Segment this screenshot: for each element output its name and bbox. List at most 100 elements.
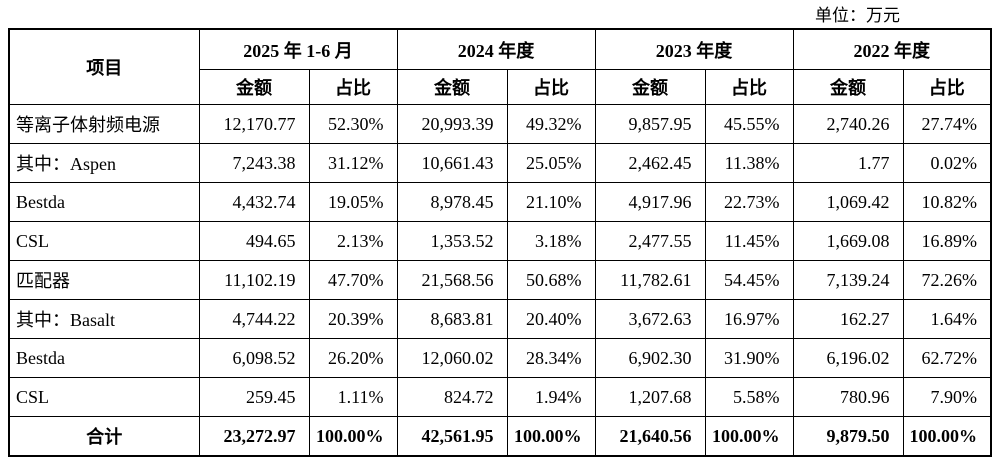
header-amount: 金额 <box>198 69 310 105</box>
cell-amount: 11,782.61 <box>594 260 706 300</box>
cell-ratio: 22.73% <box>704 182 794 222</box>
cell-amount: 12,060.02 <box>396 338 508 378</box>
cell-amount: 162.27 <box>792 299 904 339</box>
cell-ratio: 11.45% <box>704 221 794 261</box>
cell-ratio: 16.89% <box>902 221 992 261</box>
header-ratio: 占比 <box>308 69 398 105</box>
row-label: 等离子体射频电源 <box>8 104 200 144</box>
cell-ratio: 11.38% <box>704 143 794 183</box>
row-label: Bestda <box>8 338 200 378</box>
header-amount: 金额 <box>792 69 904 105</box>
cell-amount: 42,561.95 <box>396 416 508 457</box>
header-period-2025: 2025 年 1-6 月 <box>198 28 398 70</box>
cell-ratio: 45.55% <box>704 104 794 144</box>
cell-ratio: 100.00% <box>308 416 398 457</box>
row-label: CSL <box>8 221 200 261</box>
cell-amount: 21,568.56 <box>396 260 508 300</box>
row-label: CSL <box>8 377 200 417</box>
cell-amount: 11,102.19 <box>198 260 310 300</box>
cell-ratio: 52.30% <box>308 104 398 144</box>
cell-amount: 4,744.22 <box>198 299 310 339</box>
cell-ratio: 1.11% <box>308 377 398 417</box>
cell-amount: 2,462.45 <box>594 143 706 183</box>
cell-amount: 824.72 <box>396 377 508 417</box>
header-ratio: 占比 <box>704 69 794 105</box>
cell-ratio: 26.20% <box>308 338 398 378</box>
table-row: 匹配器 11,102.19 47.70% 21,568.56 50.68% 11… <box>8 260 992 300</box>
cell-ratio: 54.45% <box>704 260 794 300</box>
cell-ratio: 16.97% <box>704 299 794 339</box>
cell-ratio: 49.32% <box>506 104 596 144</box>
cell-amount: 1,207.68 <box>594 377 706 417</box>
cell-ratio: 31.90% <box>704 338 794 378</box>
cell-amount: 6,196.02 <box>792 338 904 378</box>
row-label: 其中：Aspen <box>8 143 200 183</box>
cell-amount: 9,857.95 <box>594 104 706 144</box>
header-row-sub: 金额 占比 金额 占比 金额 占比 金额 占比 <box>9 69 992 105</box>
table-row: 其中：Aspen 7,243.38 31.12% 10,661.43 25.05… <box>8 143 992 183</box>
cell-amount: 6,902.30 <box>594 338 706 378</box>
table-row: CSL 494.65 2.13% 1,353.52 3.18% 2,477.55… <box>8 221 992 261</box>
total-row: 合计 23,272.97 100.00% 42,561.95 100.00% 2… <box>8 416 992 457</box>
cell-amount: 1,669.08 <box>792 221 904 261</box>
header-row-periods: 项目 2025 年 1-6 月 2024 年度 2023 年度 2022 年度 <box>8 28 992 105</box>
cell-amount: 6,098.52 <box>198 338 310 378</box>
cell-ratio: 20.39% <box>308 299 398 339</box>
cell-amount: 1,069.42 <box>792 182 904 222</box>
header-period-2023: 2023 年度 <box>594 28 794 70</box>
table-row: 其中：Basalt 4,744.22 20.39% 8,683.81 20.40… <box>8 299 992 339</box>
cell-ratio: 31.12% <box>308 143 398 183</box>
cell-amount: 3,672.63 <box>594 299 706 339</box>
header-ratio: 占比 <box>902 69 992 105</box>
cell-ratio: 100.00% <box>506 416 596 457</box>
cell-ratio: 28.34% <box>506 338 596 378</box>
header-ratio: 占比 <box>506 69 596 105</box>
cell-amount: 7,243.38 <box>198 143 310 183</box>
cell-ratio: 62.72% <box>902 338 992 378</box>
header-item: 项目 <box>8 28 200 105</box>
cell-ratio: 21.10% <box>506 182 596 222</box>
cell-amount: 1,353.52 <box>396 221 508 261</box>
cell-ratio: 100.00% <box>704 416 794 457</box>
row-label: 其中：Basalt <box>8 299 200 339</box>
cell-ratio: 3.18% <box>506 221 596 261</box>
cell-amount: 4,917.96 <box>594 182 706 222</box>
cell-amount: 2,740.26 <box>792 104 904 144</box>
cell-amount: 12,170.77 <box>198 104 310 144</box>
revenue-breakdown-table: 项目 2025 年 1-6 月 2024 年度 2023 年度 2022 年度 … <box>8 28 992 457</box>
cell-amount: 21,640.56 <box>594 416 706 457</box>
cell-ratio: 72.26% <box>902 260 992 300</box>
cell-ratio: 1.64% <box>902 299 992 339</box>
cell-amount: 7,139.24 <box>792 260 904 300</box>
row-label: Bestda <box>8 182 200 222</box>
cell-ratio: 5.58% <box>704 377 794 417</box>
cell-amount: 4,432.74 <box>198 182 310 222</box>
cell-ratio: 47.70% <box>308 260 398 300</box>
row-label: 匹配器 <box>8 260 200 300</box>
cell-ratio: 20.40% <box>506 299 596 339</box>
cell-ratio: 10.82% <box>902 182 992 222</box>
header-period-2022: 2022 年度 <box>792 28 992 70</box>
cell-ratio: 19.05% <box>308 182 398 222</box>
table-row: CSL 259.45 1.11% 824.72 1.94% 1,207.68 5… <box>8 377 992 417</box>
table-body: 等离子体射频电源 12,170.77 52.30% 20,993.39 49.3… <box>8 104 992 417</box>
cell-amount: 8,683.81 <box>396 299 508 339</box>
cell-amount: 780.96 <box>792 377 904 417</box>
cell-amount: 8,978.45 <box>396 182 508 222</box>
table-row: Bestda 6,098.52 26.20% 12,060.02 28.34% … <box>8 338 992 378</box>
cell-ratio: 27.74% <box>902 104 992 144</box>
cell-amount: 20,993.39 <box>396 104 508 144</box>
total-label: 合计 <box>8 416 200 457</box>
cell-ratio: 100.00% <box>902 416 992 457</box>
cell-ratio: 50.68% <box>506 260 596 300</box>
cell-ratio: 25.05% <box>506 143 596 183</box>
header-amount: 金额 <box>594 69 706 105</box>
cell-amount: 9,879.50 <box>792 416 904 457</box>
cell-ratio: 0.02% <box>902 143 992 183</box>
cell-amount: 494.65 <box>198 221 310 261</box>
header-amount: 金额 <box>396 69 508 105</box>
unit-label: 单位：万元 <box>815 6 900 25</box>
table-row: Bestda 4,432.74 19.05% 8,978.45 21.10% 4… <box>8 182 992 222</box>
header-period-2024: 2024 年度 <box>396 28 596 70</box>
